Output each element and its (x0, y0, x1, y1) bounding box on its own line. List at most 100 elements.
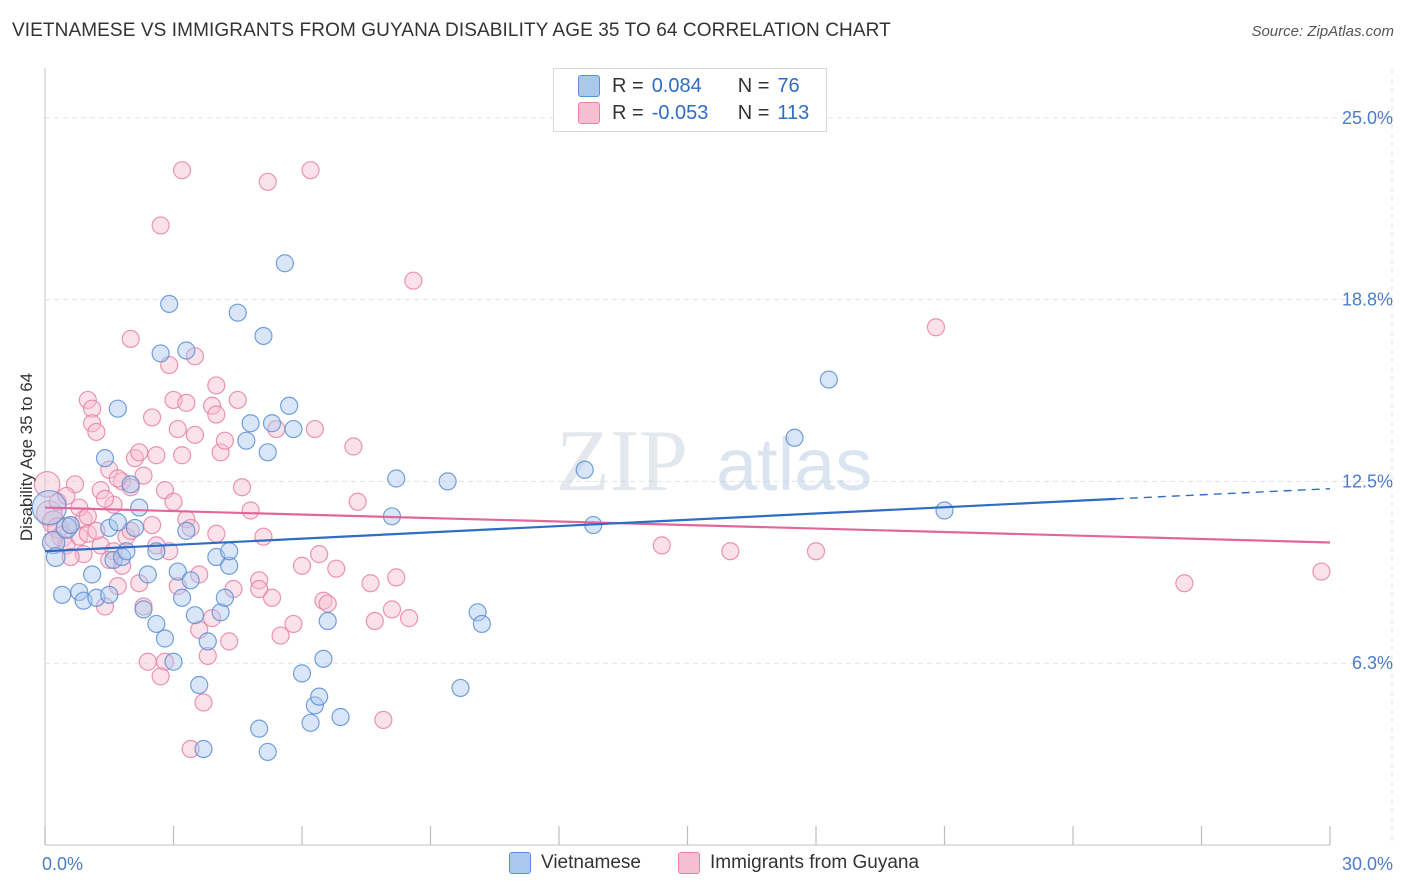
guyana-point-76 (344, 437, 363, 456)
watermark: ZIP atlas (556, 413, 872, 510)
x-tick-label-0: 0.0% (42, 854, 83, 874)
series-vietnamese-points (31, 254, 954, 762)
guyana-point-48 (185, 425, 205, 444)
guyana-point-14 (83, 414, 102, 433)
watermark-atlas: atlas (716, 423, 872, 506)
legend-label-vietnamese: Vietnamese (541, 852, 641, 873)
guyana-point-56 (211, 443, 230, 462)
guyana-point-64 (254, 527, 273, 546)
legend-item-vietnamese[interactable]: Vietnamese (509, 852, 641, 874)
vietnamese-point-64 (451, 678, 470, 698)
y-tick-label-3: 25.0% (1342, 108, 1393, 128)
vietnamese-point-54 (292, 664, 312, 683)
guyana-point-28 (130, 443, 149, 462)
vietnamese-point-2 (45, 547, 66, 567)
gridlines (45, 70, 1393, 845)
guyana-point-81 (382, 600, 402, 619)
guyana-point-13 (83, 399, 102, 418)
vietnamese-point-71 (935, 501, 954, 520)
vietnamese-point-29 (168, 562, 187, 581)
guyana-point-61 (232, 478, 252, 497)
vietnamese-point-51 (275, 254, 294, 273)
legend-label-guyana: Immigrants from Guyana (710, 852, 920, 873)
vietnamese-point-47 (254, 326, 273, 346)
r-value-guyana: -0.053 (651, 101, 709, 124)
vietnamese-point-46 (250, 719, 269, 738)
guyana-point-78 (361, 574, 380, 593)
guyana-trend-line (44, 506, 1331, 544)
guyana-point-103 (95, 489, 115, 508)
n-value-guyana: 113 (777, 101, 810, 124)
vietnamese-trend-extension (1115, 487, 1331, 500)
vietnamese-point-58 (314, 649, 333, 668)
legend-row-vietnamese: R = 0.084 N = 76 (554, 73, 800, 99)
vietnamese-point-12 (100, 585, 119, 604)
y-tick-label-2: 18.8% (1342, 290, 1393, 310)
guyana-point-95 (652, 536, 671, 555)
guyana-point-35 (151, 216, 170, 235)
vietnamese-point-26 (155, 629, 175, 648)
vietnamese-point-43 (228, 303, 247, 322)
guyana-point-40 (168, 419, 187, 439)
vietnamese-point-22 (138, 565, 157, 584)
guyana-swatch (678, 852, 700, 874)
vietnamese-swatch (578, 75, 600, 97)
axes (44, 68, 1331, 846)
guyana-point-12 (78, 390, 97, 410)
guyana-point-79 (365, 611, 384, 631)
guyana-point-85 (207, 376, 226, 395)
guyana-point-98 (926, 318, 946, 337)
vietnamese-point-30 (172, 588, 192, 607)
guyana-point-16 (91, 481, 110, 500)
guyana-point-55 (207, 524, 226, 543)
guyana-point-70 (292, 556, 312, 575)
y-axis-label: Disability Age 35 to 64 (17, 373, 36, 541)
vietnamese-point-15 (108, 399, 127, 418)
guyana-point-15 (87, 422, 106, 442)
guyana-point-58 (220, 632, 239, 651)
guyana-point-43 (172, 446, 192, 465)
vietnamese-point-23 (147, 614, 166, 634)
chart-title: VIETNAMESE VS IMMIGRANTS FROM GUYANA DIS… (12, 20, 891, 41)
vietnamese-point-19 (125, 518, 145, 538)
guyana-point-57 (215, 431, 234, 450)
guyana-point-83 (399, 609, 419, 628)
guyana-point-82 (387, 568, 406, 587)
guyana-point-72 (305, 419, 324, 439)
vietnamese-point-62 (387, 469, 406, 488)
series-guyana-points (33, 161, 1331, 759)
guyana-point-109 (78, 507, 97, 526)
vietnamese-point-10 (95, 449, 115, 468)
legend-item-guyana[interactable]: Immigrants from Guyana (678, 852, 919, 874)
guyana-point-73 (310, 545, 329, 564)
vietnamese-point-32 (177, 341, 196, 360)
vietnamese-point-50 (262, 414, 282, 433)
vietnamese-point-48 (258, 742, 277, 762)
guyana-point-60 (228, 390, 247, 410)
guyana-point-71 (301, 161, 320, 180)
guyana-point-112 (151, 667, 170, 686)
vietnamese-point-45 (241, 414, 260, 433)
guyana-point-97 (806, 542, 826, 561)
source-credit: Source: ZipAtlas.com (1251, 23, 1394, 40)
vietnamese-point-42 (220, 542, 239, 561)
guyana-point-62 (241, 501, 260, 520)
guyana-point-44 (177, 393, 196, 412)
vietnamese-point-55 (301, 713, 320, 732)
vietnamese-point-41 (220, 556, 239, 575)
vietnamese-point-14 (108, 513, 127, 532)
correlation-legend: R = 0.084 N = 76 R = -0.053 N = 113 (553, 68, 827, 132)
vietnamese-point-52 (280, 396, 299, 415)
guyana-point-66 (262, 588, 282, 607)
guyana-point-53 (202, 396, 222, 415)
vietnamese-point-40 (215, 588, 234, 607)
vietnamese-point-31 (177, 521, 196, 540)
vietnamese-point-44 (237, 431, 256, 450)
vietnamese-point-35 (190, 675, 209, 695)
vietnamese-point-8 (83, 565, 102, 584)
y-tick-label-0: 6.3% (1352, 653, 1393, 673)
guyana-point-31 (138, 652, 157, 671)
y-tick-label-1: 12.5% (1342, 471, 1393, 491)
vietnamese-point-67 (575, 460, 594, 479)
guyana-swatch (578, 102, 600, 124)
